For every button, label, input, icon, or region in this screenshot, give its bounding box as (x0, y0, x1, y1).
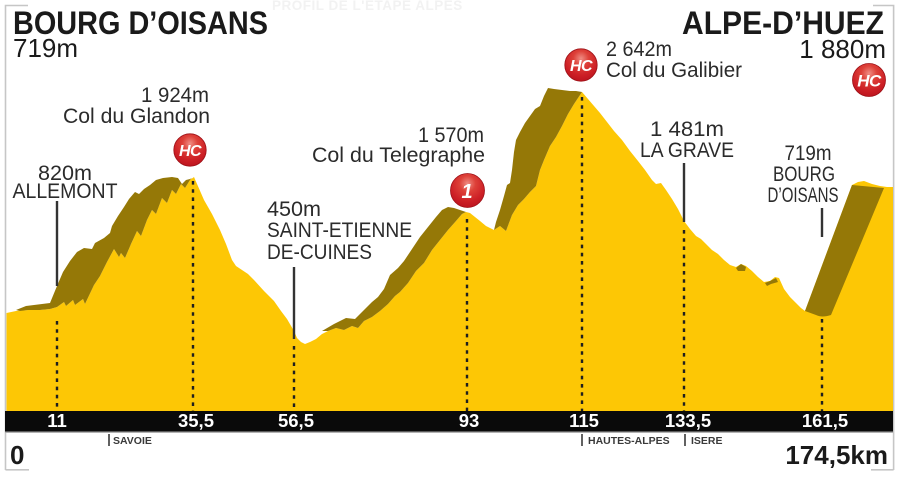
svg-text:2 642m: 2 642m (606, 38, 672, 61)
svg-text:35,5: 35,5 (178, 410, 214, 431)
svg-text:HC: HC (857, 72, 882, 91)
svg-text:93: 93 (459, 410, 480, 431)
svg-text:Col du Galibier: Col du Galibier (606, 59, 742, 82)
svg-text:ALPE-D’HUEZ: ALPE-D’HUEZ (682, 5, 884, 41)
svg-text:0: 0 (10, 440, 24, 470)
svg-text:1 924m: 1 924m (141, 84, 209, 107)
svg-text:Col du Telegraphe: Col du Telegraphe (312, 144, 485, 167)
svg-text:SAINT-ETIENNE: SAINT-ETIENNE (267, 219, 412, 242)
svg-text:1 570m: 1 570m (418, 124, 484, 147)
svg-text:1 481m: 1 481m (650, 118, 724, 141)
svg-text:LA GRAVE: LA GRAVE (640, 139, 734, 162)
svg-text:PROFIL DE L'ETAPE ALPES: PROFIL DE L'ETAPE ALPES (272, 0, 463, 13)
svg-text:11: 11 (47, 410, 67, 431)
svg-text:HC: HC (179, 143, 202, 160)
svg-text:1 880m: 1 880m (799, 34, 886, 64)
svg-text:HC: HC (570, 58, 593, 75)
svg-text:BOURG: BOURG (773, 163, 835, 186)
svg-text:450m: 450m (267, 198, 321, 221)
svg-text:ISERE: ISERE (691, 435, 723, 447)
svg-text:ALLEMONT: ALLEMONT (13, 180, 118, 203)
svg-text:56,5: 56,5 (278, 410, 314, 431)
svg-text:D’OISANS: D’OISANS (768, 184, 839, 207)
svg-text:1: 1 (461, 181, 472, 203)
svg-text:719m: 719m (13, 33, 78, 63)
svg-text:133,5: 133,5 (665, 410, 711, 431)
svg-text:115: 115 (569, 410, 599, 431)
svg-text:820m: 820m (38, 162, 92, 185)
svg-text:BOURG D’OISANS: BOURG D’OISANS (13, 5, 268, 41)
svg-text:174,5km: 174,5km (785, 440, 888, 470)
svg-text:SAVOIE: SAVOIE (113, 435, 152, 447)
svg-text:DE-CUINES: DE-CUINES (267, 241, 372, 264)
svg-text:Col du Glandon: Col du Glandon (63, 105, 210, 128)
svg-text:HAUTES-ALPES: HAUTES-ALPES (588, 435, 670, 447)
svg-text:719m: 719m (785, 142, 832, 165)
svg-text:161,5: 161,5 (802, 410, 848, 431)
